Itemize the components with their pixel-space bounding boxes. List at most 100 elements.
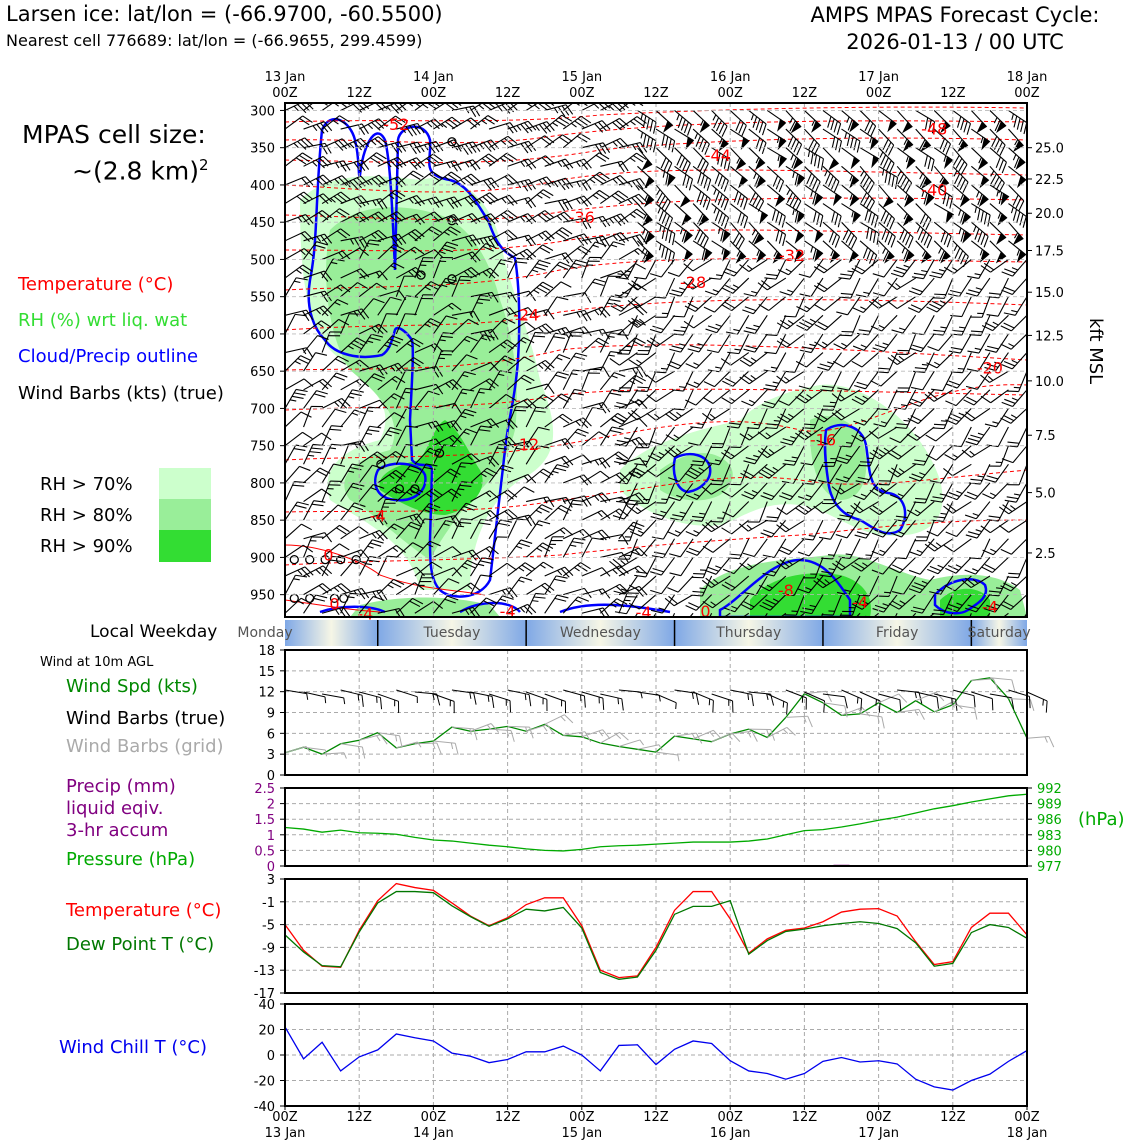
upper-wind-barb xyxy=(507,321,536,335)
upper-wind-barb xyxy=(470,115,499,130)
upper-wind-barb xyxy=(414,257,435,279)
upper-wind-barb xyxy=(669,538,694,558)
barb-staff xyxy=(992,482,1009,499)
barb-staff xyxy=(599,372,615,391)
upper-wind-barb xyxy=(961,445,991,458)
upper-wind-barb xyxy=(796,314,824,331)
upper-wind-barb xyxy=(627,277,657,291)
barb-flag xyxy=(412,215,422,225)
barb-staff xyxy=(896,296,916,310)
barb-staff xyxy=(956,519,972,537)
barb-flag xyxy=(304,176,314,186)
barb-flag xyxy=(661,134,665,146)
barb-flag xyxy=(459,484,472,488)
barb-flag xyxy=(667,587,679,593)
barb-half-flag xyxy=(660,510,667,514)
barb-flag xyxy=(374,231,385,241)
upper-wind-barb xyxy=(377,486,405,502)
barb-half-flag xyxy=(575,599,582,603)
barb-flag xyxy=(665,229,669,242)
barb-flag xyxy=(393,578,405,585)
barb-staff xyxy=(639,389,657,406)
barb-flag xyxy=(354,558,367,564)
upper-wind-barb xyxy=(470,597,498,614)
barb-staff xyxy=(711,407,731,421)
upper-wind-barb xyxy=(285,574,308,595)
barb-flag xyxy=(480,574,493,578)
barb-staff xyxy=(959,333,972,354)
barb-flag xyxy=(528,234,536,246)
barb-flag xyxy=(541,212,551,221)
barb-flag xyxy=(360,175,370,185)
barb-staff xyxy=(680,557,694,577)
barb-half-flag xyxy=(425,492,432,498)
barb-staff xyxy=(955,408,972,425)
barb-flag xyxy=(546,309,555,320)
barb-pennant xyxy=(940,251,951,264)
barb-flag xyxy=(611,426,624,431)
barb-staff xyxy=(321,408,336,428)
barb-half-flag xyxy=(612,235,618,241)
barb-staff xyxy=(618,319,636,335)
barb-flag xyxy=(521,564,533,572)
upper-wind-barb xyxy=(599,275,621,297)
barb-flag xyxy=(379,270,388,281)
barb-flag xyxy=(545,323,555,333)
barb-flag xyxy=(429,155,440,164)
upper-wind-barb xyxy=(563,309,592,322)
barb-flag xyxy=(324,143,332,154)
barb-flag xyxy=(925,434,937,442)
barb-half-flag xyxy=(505,308,511,315)
upper-wind-barb xyxy=(433,171,462,186)
barb-flag xyxy=(337,299,349,305)
barb-pennant xyxy=(961,212,972,226)
barb-flag xyxy=(542,542,554,549)
upper-wind-barb xyxy=(526,383,555,394)
upper-wind-barb xyxy=(563,292,592,304)
upper-wind-barb xyxy=(470,267,500,279)
barb-flag xyxy=(297,501,309,506)
barb-staff xyxy=(600,103,621,111)
upper-wind-barb xyxy=(340,195,370,208)
barb-half-flag xyxy=(332,120,339,125)
barb-half-flag xyxy=(372,516,377,523)
barb-flag xyxy=(614,611,627,615)
upper-wind-barb xyxy=(581,103,611,111)
barb-staff xyxy=(600,551,622,558)
barb-staff xyxy=(433,116,453,130)
barb-flag xyxy=(426,505,438,512)
barb-staff xyxy=(655,147,673,164)
upper-wind-barb xyxy=(581,189,610,205)
upper-wind-barb xyxy=(507,196,537,209)
barb-flag xyxy=(496,447,509,450)
upper-wind-barb xyxy=(525,542,554,558)
upper-wind-barb xyxy=(303,241,328,260)
barb-flag xyxy=(536,263,549,268)
barb-flag xyxy=(577,428,589,434)
barb-half-flag xyxy=(446,422,451,429)
upper-wind-barb xyxy=(285,378,314,391)
barb-flag xyxy=(515,406,528,408)
barb-staff xyxy=(1015,482,1027,503)
upper-wind-barb xyxy=(526,496,555,508)
barb-flag xyxy=(988,465,1001,467)
barb-flag xyxy=(507,247,518,257)
barb-flag xyxy=(588,372,601,374)
barb-half-flag xyxy=(499,598,507,602)
barb-half-flag xyxy=(338,252,344,258)
upper-wind-barb xyxy=(562,388,586,409)
upper-wind-barb xyxy=(562,259,588,279)
barb-staff xyxy=(961,315,972,336)
barb-flag xyxy=(470,117,481,126)
barb-half-flag xyxy=(333,587,340,593)
upper-wind-barb xyxy=(507,140,537,154)
barb-flag xyxy=(541,232,552,242)
temperature-label: -32 xyxy=(779,246,805,265)
barb-flag xyxy=(503,341,514,350)
barb-staff xyxy=(636,296,657,309)
barb-staff xyxy=(619,352,638,366)
barb-staff xyxy=(754,333,768,353)
barb-flag xyxy=(672,408,684,411)
barb-flag xyxy=(693,573,705,575)
barb-staff xyxy=(907,333,917,355)
